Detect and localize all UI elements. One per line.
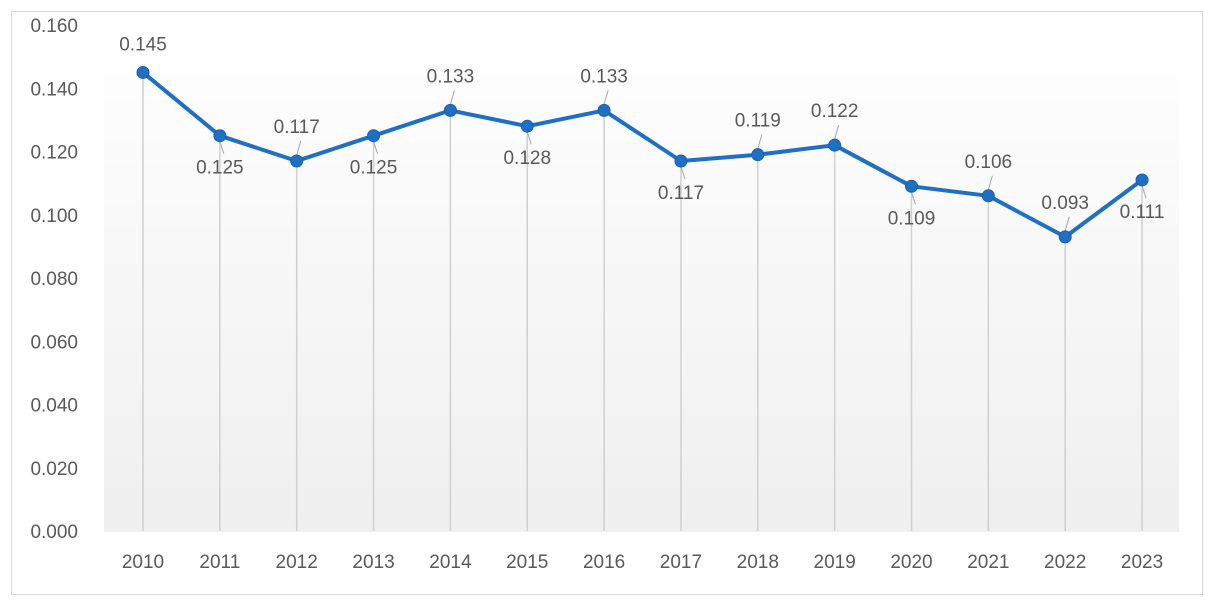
x-tick-label: 2011	[199, 552, 240, 573]
data-point	[597, 103, 611, 117]
leader-line	[219, 141, 225, 154]
y-tick-label: 0.140	[30, 79, 78, 100]
leader-line	[680, 166, 686, 180]
plot-area	[104, 24, 1179, 532]
x-tick-label: 2018	[737, 552, 779, 573]
data-label: 0.133	[427, 66, 475, 87]
x-tick-label: 2021	[967, 552, 1009, 573]
data-point	[443, 103, 457, 117]
x-axis: 2010 2011 2012 2013 2014 2015 2016 2017 2018 2019…	[122, 552, 1163, 573]
leader-line	[834, 125, 840, 140]
data-point	[751, 148, 765, 162]
y-tick-label: 0.040	[30, 396, 78, 417]
drop-lines	[142, 72, 1143, 531]
x-tick-label: 2016	[583, 552, 625, 573]
data-point	[674, 154, 688, 168]
data-label: 0.109	[888, 208, 936, 229]
y-axis: 0.000 0.020 0.040 0.060 0.080 0.100 0.120 0.140…	[30, 16, 78, 543]
data-point	[520, 119, 534, 133]
data-label: 0.117	[274, 117, 320, 138]
data-label: 0.106	[965, 152, 1013, 173]
x-tick-label: 2013	[352, 552, 394, 573]
leader-line	[603, 90, 609, 105]
y-tick-label: 0.100	[30, 206, 78, 227]
x-tick-label: 2015	[506, 552, 548, 573]
y-tick-label: 0.000	[30, 522, 78, 543]
leader-line	[757, 134, 763, 149]
data-label: 0.145	[119, 34, 167, 55]
data-point	[828, 138, 842, 152]
y-tick-label: 0.020	[30, 459, 78, 480]
y-tick-label: 0.080	[30, 269, 78, 290]
leader-line	[1141, 185, 1147, 199]
series-line	[141, 70, 1144, 239]
x-tick-label: 2023	[1121, 552, 1163, 573]
data-labels: 0.145 0.125 0.117 0.125 0.133 0.128 0.133 0.117…	[119, 34, 1164, 229]
leader-line	[526, 132, 532, 145]
x-tick-label: 2020	[890, 552, 932, 573]
y-tick-label: 0.060	[30, 332, 78, 353]
data-point	[367, 129, 381, 143]
x-tick-label: 2012	[276, 552, 318, 573]
x-tick-label: 2019	[814, 552, 856, 573]
data-point	[290, 154, 304, 168]
data-point	[136, 65, 150, 79]
data-point	[905, 179, 918, 193]
data-label: 0.093	[1041, 193, 1089, 214]
data-label: 0.117	[658, 183, 704, 204]
y-tick-label: 0.120	[30, 143, 78, 164]
data-point	[981, 189, 995, 203]
leader-line	[1064, 216, 1070, 232]
x-tick-label: 2010	[122, 552, 164, 573]
data-label: 0.119	[735, 111, 781, 132]
data-label: 0.122	[811, 101, 859, 122]
leader-line	[987, 175, 993, 190]
data-point	[213, 129, 227, 143]
x-tick-label: 2022	[1044, 552, 1086, 573]
data-points	[136, 65, 1149, 244]
data-label: 0.125	[196, 158, 244, 179]
data-label: 0.128	[503, 148, 551, 169]
leader-line	[911, 192, 916, 205]
data-point	[1135, 173, 1149, 187]
x-tick-label: 2014	[429, 552, 472, 573]
data-label: 0.125	[350, 158, 398, 179]
data-label: 0.111	[1120, 202, 1165, 223]
x-tick-label: 2017	[660, 552, 702, 573]
data-point	[1058, 230, 1072, 244]
y-tick-label: 0.160	[30, 16, 78, 37]
label-leader-lines	[219, 90, 1147, 232]
leader-line	[373, 141, 379, 154]
leader-line	[296, 140, 302, 156]
leader-line	[449, 90, 455, 105]
data-label: 0.133	[580, 66, 628, 87]
